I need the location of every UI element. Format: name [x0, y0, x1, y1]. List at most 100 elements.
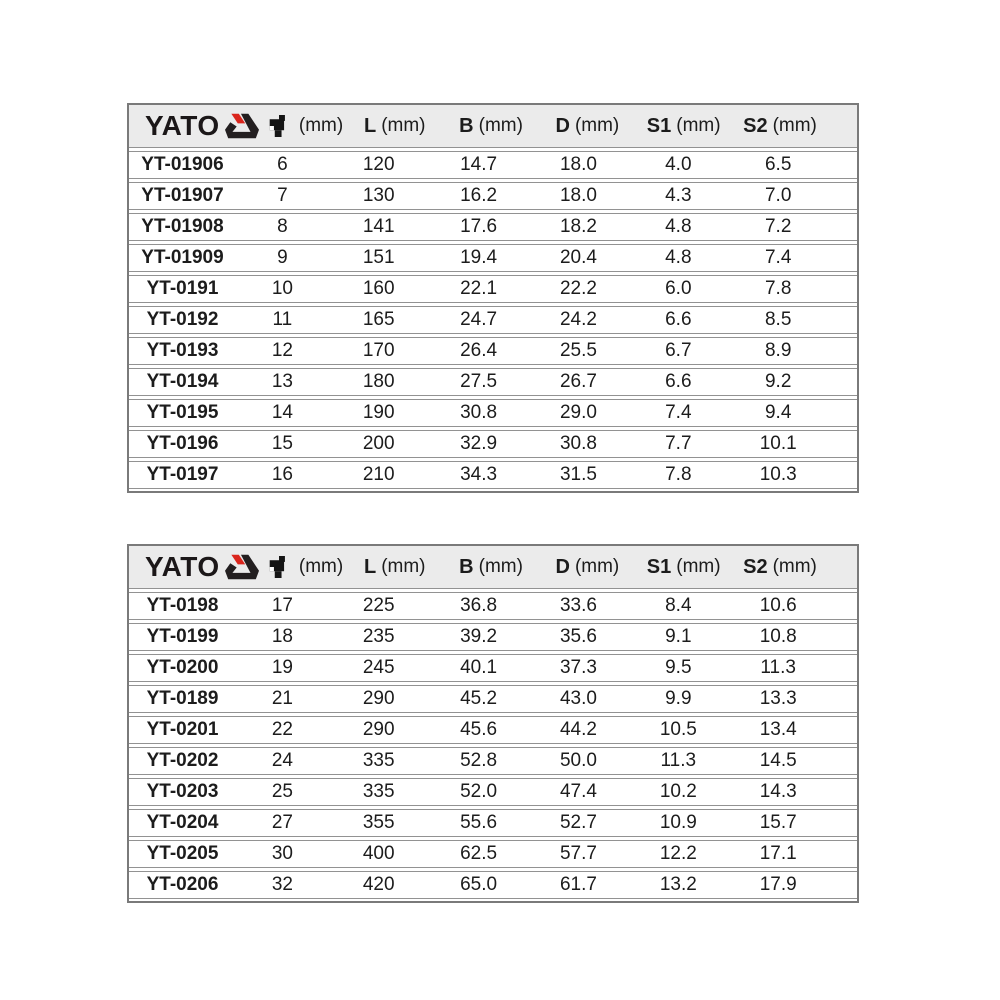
- column-label: L: [363, 114, 377, 137]
- model-cell: YT-01908: [141, 216, 224, 237]
- value-cell: 17.1: [759, 843, 797, 864]
- value-cell: 4.8: [665, 216, 692, 237]
- value-cell: 11: [272, 309, 293, 330]
- value-cell: 37.3: [559, 657, 597, 678]
- value-cell: 24.2: [559, 309, 597, 330]
- value-cell: 22: [271, 719, 293, 740]
- value-cell: 7.4: [665, 402, 692, 423]
- column-unit: (mm): [676, 115, 721, 136]
- value-cell: 10: [271, 278, 293, 299]
- column-header-size: (mm): [265, 554, 347, 580]
- brand: YATO: [129, 553, 265, 581]
- value-cell: 18.2: [559, 216, 597, 237]
- value-cell: 14: [271, 402, 293, 423]
- value-cell: 13: [271, 371, 293, 392]
- value-cell: 14.5: [759, 750, 797, 771]
- value-cell: 9.2: [764, 371, 792, 392]
- column-label: B: [459, 114, 474, 137]
- value-cell: 31.5: [559, 464, 597, 485]
- yato-logo-text: YATO: [145, 110, 220, 141]
- table-body: YT-01906 6 120 14.7 18.0 4.0 6.5 YT-0190…: [129, 151, 857, 491]
- value-cell: 21: [271, 688, 293, 709]
- value-cell: 12.2: [659, 843, 697, 864]
- column-unit: (mm): [298, 556, 344, 577]
- value-cell: 7.7: [665, 433, 692, 454]
- model-cell: YT-0193: [146, 340, 219, 361]
- table-row: YT-0197 16 210 34.3 31.5 7.8 10.3: [129, 461, 857, 489]
- value-cell: 8.9: [764, 340, 792, 361]
- value-cell: 9.4: [764, 402, 792, 423]
- model-cell: YT-01907: [141, 185, 224, 206]
- value-cell: 24.7: [460, 309, 498, 330]
- column-unit: (mm): [298, 115, 344, 136]
- value-cell: 15: [271, 433, 293, 454]
- column-unit: (mm): [772, 556, 817, 577]
- value-cell: 6.7: [665, 340, 692, 361]
- value-cell: 7.4: [764, 247, 792, 268]
- value-cell: 19: [271, 657, 293, 678]
- value-cell: 420: [362, 874, 395, 895]
- spec-table-lower: YATO (mm) L (mm) B (mm) D (mm): [127, 544, 859, 903]
- value-cell: 8: [277, 216, 288, 237]
- value-cell: 10.3: [759, 464, 797, 485]
- value-cell: 29.0: [559, 402, 597, 423]
- value-cell: 13.4: [759, 719, 797, 740]
- column-label: D: [555, 555, 570, 578]
- value-cell: 20.4: [559, 247, 597, 268]
- table-row: YT-0204 27 355 55.6 52.7 10.9 15.7: [129, 809, 857, 837]
- table-row: YT-0189 21 290 45.2 43.0 9.9 13.3: [129, 685, 857, 713]
- value-cell: 50.0: [559, 750, 597, 771]
- model-cell: YT-0200: [146, 657, 219, 678]
- value-cell: 180: [362, 371, 395, 392]
- value-cell: 44.2: [559, 719, 597, 740]
- column-label: S2: [743, 114, 768, 137]
- value-cell: 52.0: [460, 781, 498, 802]
- model-cell: YT-0194: [146, 371, 219, 392]
- value-cell: 57.7: [559, 843, 597, 864]
- model-cell: YT-01906: [141, 154, 224, 175]
- brand: YATO: [129, 112, 265, 140]
- value-cell: 34.3: [460, 464, 498, 485]
- value-cell: 45.2: [460, 688, 498, 709]
- column-unit: (mm): [574, 115, 620, 136]
- column-header-L: L (mm): [347, 115, 443, 138]
- bolt-icon: [269, 556, 285, 578]
- value-cell: 7: [277, 185, 288, 206]
- value-cell: 7.0: [764, 185, 792, 206]
- model-cell: YT-0196: [146, 433, 219, 454]
- value-cell: 4.8: [665, 247, 692, 268]
- table-row: YT-01906 6 120 14.7 18.0 4.0 6.5: [129, 151, 857, 179]
- value-cell: 26.4: [460, 340, 498, 361]
- table-row: YT-0202 24 335 52.8 50.0 11.3 14.5: [129, 747, 857, 775]
- model-cell: YT-01909: [141, 247, 224, 268]
- value-cell: 9.5: [665, 657, 692, 678]
- column-label: B: [459, 555, 474, 578]
- model-cell: YT-0192: [146, 309, 219, 330]
- value-cell: 6.6: [665, 371, 692, 392]
- value-cell: 27: [271, 812, 293, 833]
- column-header-B: B (mm): [443, 556, 539, 579]
- value-cell: 62.5: [460, 843, 498, 864]
- value-cell: 11.3: [760, 657, 796, 678]
- value-cell: 6.5: [764, 154, 792, 175]
- value-cell: 170: [362, 340, 395, 361]
- value-cell: 13.2: [659, 874, 697, 895]
- value-cell: 47.4: [559, 781, 597, 802]
- model-cell: YT-0201: [146, 719, 219, 740]
- table-header: YATO (mm) L (mm) B (mm) D (mm): [129, 105, 857, 148]
- table-row: YT-0200 19 245 40.1 37.3 9.5 11.3: [129, 654, 857, 682]
- value-cell: 25.5: [559, 340, 597, 361]
- value-cell: 19.4: [460, 247, 498, 268]
- model-cell: YT-0202: [146, 750, 219, 771]
- table-row: YT-0194 13 180 27.5 26.7 6.6 9.2: [129, 368, 857, 396]
- value-cell: 141: [362, 216, 395, 237]
- spec-table-upper: YATO (mm) L (mm) B (mm) D (mm): [127, 103, 859, 493]
- value-cell: 17.6: [460, 216, 498, 237]
- model-cell: YT-0198: [146, 595, 219, 616]
- column-header-S1: S1 (mm): [636, 115, 732, 138]
- value-cell: 151: [362, 247, 395, 268]
- value-cell: 14.7: [460, 154, 498, 175]
- model-cell: YT-0189: [146, 688, 219, 709]
- model-cell: YT-0206: [146, 874, 219, 895]
- value-cell: 290: [362, 719, 395, 740]
